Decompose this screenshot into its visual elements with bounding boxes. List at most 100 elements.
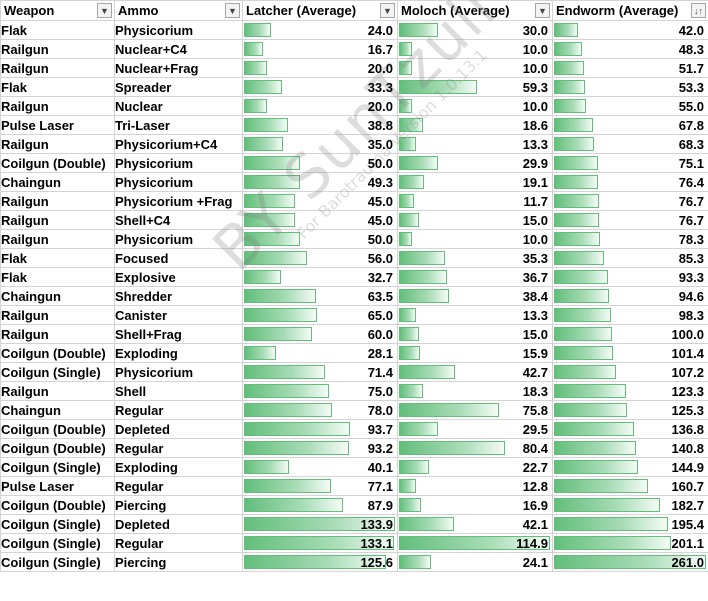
- table-row[interactable]: Chaingun Physicorium 49.3 19.1 76.4: [0, 172, 708, 192]
- table-row[interactable]: Chaingun Regular 78.0 75.8 125.3: [0, 400, 708, 420]
- cell-moloch[interactable]: 16.9: [397, 495, 553, 515]
- cell-moloch[interactable]: 13.3: [397, 305, 553, 325]
- header-ammo[interactable]: Ammo ▼: [114, 0, 243, 21]
- cell-latcher[interactable]: 77.1: [242, 476, 398, 496]
- header-moloch[interactable]: Moloch (Average) ▼: [397, 0, 553, 21]
- table-row[interactable]: Coilgun (Single) Exploding 40.1 22.7 144.9: [0, 457, 708, 477]
- table-row[interactable]: Coilgun (Double) Regular 93.2 80.4 140.8: [0, 438, 708, 458]
- cell-moloch[interactable]: 42.1: [397, 514, 553, 534]
- table-row[interactable]: Railgun Nuclear+Frag 20.0 10.0 51.7: [0, 58, 708, 78]
- cell-moloch[interactable]: 29.9: [397, 153, 553, 173]
- cell-latcher[interactable]: 45.0: [242, 191, 398, 211]
- cell-weapon[interactable]: Coilgun (Single): [0, 362, 115, 382]
- table-row[interactable]: Railgun Shell+Frag 60.0 15.0 100.0: [0, 324, 708, 344]
- cell-ammo[interactable]: Focused: [114, 248, 243, 268]
- cell-ammo[interactable]: Nuclear: [114, 96, 243, 116]
- cell-ammo[interactable]: Depleted: [114, 419, 243, 439]
- cell-endworm[interactable]: 261.0: [552, 552, 708, 572]
- header-endworm[interactable]: Endworm (Average) ↓↑: [552, 0, 708, 21]
- cell-endworm[interactable]: 201.1: [552, 533, 708, 553]
- filter-dropdown-icon[interactable]: ▼: [535, 3, 550, 18]
- cell-ammo[interactable]: Physicorium: [114, 20, 243, 40]
- cell-ammo[interactable]: Nuclear+Frag: [114, 58, 243, 78]
- table-row[interactable]: Coilgun (Double) Piercing 87.9 16.9 182.7: [0, 495, 708, 515]
- cell-endworm[interactable]: 98.3: [552, 305, 708, 325]
- cell-weapon[interactable]: Coilgun (Double): [0, 343, 115, 363]
- cell-ammo[interactable]: Explosive: [114, 267, 243, 287]
- cell-ammo[interactable]: Physicorium+C4: [114, 134, 243, 154]
- filter-dropdown-icon[interactable]: ▼: [225, 3, 240, 18]
- filter-dropdown-icon[interactable]: ▼: [97, 3, 112, 18]
- cell-ammo[interactable]: Regular: [114, 400, 243, 420]
- cell-moloch[interactable]: 13.3: [397, 134, 553, 154]
- cell-moloch[interactable]: 59.3: [397, 77, 553, 97]
- cell-ammo[interactable]: Physicorium: [114, 172, 243, 192]
- table-row[interactable]: Coilgun (Single) Regular 133.1 114.9 201.1: [0, 533, 708, 553]
- cell-endworm[interactable]: 101.4: [552, 343, 708, 363]
- cell-weapon[interactable]: Flak: [0, 77, 115, 97]
- cell-latcher[interactable]: 65.0: [242, 305, 398, 325]
- cell-latcher[interactable]: 20.0: [242, 96, 398, 116]
- cell-moloch[interactable]: 15.9: [397, 343, 553, 363]
- cell-weapon[interactable]: Pulse Laser: [0, 476, 115, 496]
- cell-endworm[interactable]: 144.9: [552, 457, 708, 477]
- cell-latcher[interactable]: 87.9: [242, 495, 398, 515]
- cell-weapon[interactable]: Railgun: [0, 96, 115, 116]
- cell-endworm[interactable]: 76.7: [552, 191, 708, 211]
- cell-weapon[interactable]: Flak: [0, 20, 115, 40]
- cell-moloch[interactable]: 10.0: [397, 39, 553, 59]
- table-row[interactable]: Coilgun (Single) Piercing 125.6 24.1 261.0: [0, 552, 708, 572]
- table-row[interactable]: Coilgun (Double) Depleted 93.7 29.5 136.8: [0, 419, 708, 439]
- cell-moloch[interactable]: 114.9: [397, 533, 553, 553]
- cell-weapon[interactable]: Flak: [0, 248, 115, 268]
- cell-weapon[interactable]: Railgun: [0, 134, 115, 154]
- cell-endworm[interactable]: 55.0: [552, 96, 708, 116]
- cell-ammo[interactable]: Exploding: [114, 457, 243, 477]
- cell-latcher[interactable]: 56.0: [242, 248, 398, 268]
- cell-latcher[interactable]: 75.0: [242, 381, 398, 401]
- cell-weapon[interactable]: Chaingun: [0, 172, 115, 192]
- cell-weapon[interactable]: Railgun: [0, 324, 115, 344]
- cell-weapon[interactable]: Chaingun: [0, 286, 115, 306]
- cell-latcher[interactable]: 49.3: [242, 172, 398, 192]
- cell-latcher[interactable]: 45.0: [242, 210, 398, 230]
- table-row[interactable]: Railgun Physicorium 50.0 10.0 78.3: [0, 229, 708, 249]
- cell-moloch[interactable]: 36.7: [397, 267, 553, 287]
- filter-dropdown-icon[interactable]: ▼: [380, 3, 395, 18]
- cell-weapon[interactable]: Coilgun (Single): [0, 533, 115, 553]
- cell-endworm[interactable]: 100.0: [552, 324, 708, 344]
- table-row[interactable]: Coilgun (Single) Depleted 133.9 42.1 195.4: [0, 514, 708, 534]
- cell-ammo[interactable]: Physicorium: [114, 153, 243, 173]
- cell-moloch[interactable]: 10.0: [397, 229, 553, 249]
- cell-ammo[interactable]: Canister: [114, 305, 243, 325]
- cell-moloch[interactable]: 19.1: [397, 172, 553, 192]
- cell-latcher[interactable]: 28.1: [242, 343, 398, 363]
- table-row[interactable]: Coilgun (Double) Exploding 28.1 15.9 101.4: [0, 343, 708, 363]
- cell-endworm[interactable]: 67.8: [552, 115, 708, 135]
- table-row[interactable]: Flak Spreader 33.3 59.3 53.3: [0, 77, 708, 97]
- cell-ammo[interactable]: Shell: [114, 381, 243, 401]
- cell-ammo[interactable]: Physicorium: [114, 229, 243, 249]
- table-row[interactable]: Flak Focused 56.0 35.3 85.3: [0, 248, 708, 268]
- cell-moloch[interactable]: 12.8: [397, 476, 553, 496]
- cell-endworm[interactable]: 42.0: [552, 20, 708, 40]
- cell-ammo[interactable]: Spreader: [114, 77, 243, 97]
- cell-weapon[interactable]: Flak: [0, 267, 115, 287]
- cell-latcher[interactable]: 133.1: [242, 533, 398, 553]
- cell-moloch[interactable]: 80.4: [397, 438, 553, 458]
- cell-ammo[interactable]: Shredder: [114, 286, 243, 306]
- table-row[interactable]: Flak Explosive 32.7 36.7 93.3: [0, 267, 708, 287]
- table-row[interactable]: Railgun Canister 65.0 13.3 98.3: [0, 305, 708, 325]
- cell-latcher[interactable]: 16.7: [242, 39, 398, 59]
- cell-ammo[interactable]: Regular: [114, 476, 243, 496]
- cell-ammo[interactable]: Exploding: [114, 343, 243, 363]
- cell-latcher[interactable]: 32.7: [242, 267, 398, 287]
- table-row[interactable]: Railgun Shell 75.0 18.3 123.3: [0, 381, 708, 401]
- cell-latcher[interactable]: 40.1: [242, 457, 398, 477]
- cell-latcher[interactable]: 33.3: [242, 77, 398, 97]
- cell-weapon[interactable]: Coilgun (Single): [0, 514, 115, 534]
- table-row[interactable]: Pulse Laser Tri-Laser 38.8 18.6 67.8: [0, 115, 708, 135]
- cell-ammo[interactable]: Depleted: [114, 514, 243, 534]
- cell-ammo[interactable]: Shell+C4: [114, 210, 243, 230]
- cell-endworm[interactable]: 195.4: [552, 514, 708, 534]
